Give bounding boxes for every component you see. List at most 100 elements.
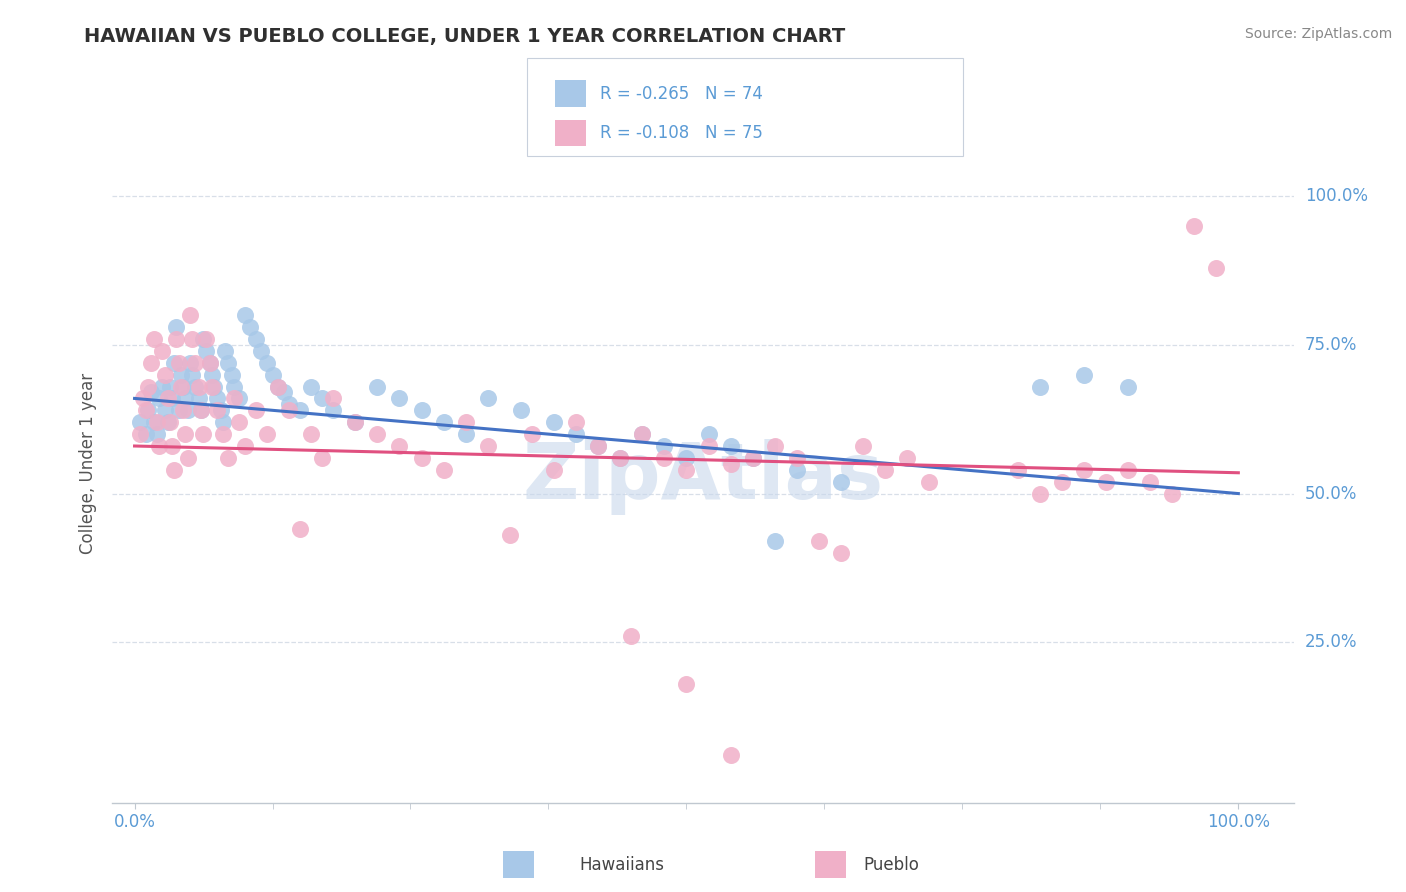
Point — [1073, 463, 1095, 477]
Point — [267, 379, 290, 393]
Point — [786, 463, 808, 477]
Point — [245, 332, 267, 346]
Point — [918, 475, 941, 489]
Point — [830, 546, 852, 560]
Point — [209, 403, 232, 417]
Point — [167, 356, 190, 370]
Point — [565, 415, 588, 429]
Point — [1116, 463, 1139, 477]
Point — [174, 392, 197, 406]
Point — [148, 392, 170, 406]
Point — [499, 528, 522, 542]
Point — [1028, 379, 1050, 393]
Point — [631, 427, 654, 442]
Point — [155, 368, 177, 382]
Point — [172, 403, 194, 417]
Point — [509, 403, 531, 417]
Point — [1139, 475, 1161, 489]
Point — [477, 439, 499, 453]
Point — [139, 385, 162, 400]
Point — [720, 439, 742, 453]
Point — [388, 439, 411, 453]
Point — [179, 356, 201, 370]
Point — [184, 356, 207, 370]
Point — [160, 392, 183, 406]
Point — [763, 534, 786, 549]
Point — [176, 450, 198, 465]
Point — [565, 427, 588, 442]
Point — [135, 427, 157, 442]
Point — [217, 356, 239, 370]
Point — [156, 415, 179, 429]
Point — [675, 450, 697, 465]
Point — [233, 439, 256, 453]
Point — [228, 392, 250, 406]
Point — [388, 392, 411, 406]
Point — [697, 439, 720, 453]
Point — [202, 379, 225, 393]
Point — [129, 427, 152, 442]
Text: ZipAtlas: ZipAtlas — [523, 440, 883, 516]
Point — [1028, 486, 1050, 500]
Text: Source: ZipAtlas.com: Source: ZipAtlas.com — [1244, 27, 1392, 41]
Point — [675, 677, 697, 691]
Point — [191, 332, 214, 346]
Point — [191, 427, 214, 442]
Point — [741, 450, 763, 465]
Point — [763, 439, 786, 453]
Point — [1205, 260, 1227, 275]
Point — [322, 392, 344, 406]
Point — [228, 415, 250, 429]
Point — [132, 392, 155, 406]
Point — [267, 379, 290, 393]
Point — [136, 379, 159, 393]
Text: R = -0.265   N = 74: R = -0.265 N = 74 — [600, 85, 763, 103]
Point — [344, 415, 367, 429]
Point — [288, 522, 311, 536]
Point — [454, 427, 477, 442]
Point — [222, 379, 245, 393]
Point — [786, 450, 808, 465]
Point — [156, 392, 179, 406]
Point — [136, 403, 159, 417]
Point — [245, 403, 267, 417]
Point — [143, 415, 166, 429]
Point — [852, 439, 875, 453]
Point — [288, 403, 311, 417]
Point — [190, 403, 212, 417]
Point — [170, 368, 193, 382]
Point — [155, 403, 177, 417]
Point — [1007, 463, 1029, 477]
Point — [344, 415, 367, 429]
Point — [145, 415, 167, 429]
Point — [654, 439, 676, 453]
Point — [720, 748, 742, 763]
Point — [322, 403, 344, 417]
Point — [433, 415, 456, 429]
Point — [311, 450, 333, 465]
Point — [741, 450, 763, 465]
Point — [166, 320, 188, 334]
Point — [201, 379, 224, 393]
Point — [163, 463, 186, 477]
Point — [631, 427, 654, 442]
Point — [720, 457, 742, 471]
Text: Hawaiians: Hawaiians — [579, 856, 664, 874]
Point — [1161, 486, 1184, 500]
Point — [135, 403, 157, 417]
Text: 25.0%: 25.0% — [1305, 633, 1357, 651]
Point — [170, 379, 193, 393]
Point — [195, 332, 218, 346]
Point — [190, 403, 212, 417]
Point — [150, 379, 173, 393]
Point — [181, 332, 204, 346]
Point — [163, 356, 186, 370]
Text: 100.0%: 100.0% — [1305, 187, 1368, 205]
Point — [160, 439, 183, 453]
Point — [176, 403, 198, 417]
Point — [256, 427, 278, 442]
Point — [221, 368, 243, 382]
Point — [433, 463, 456, 477]
Point — [222, 392, 245, 406]
Point — [198, 356, 221, 370]
